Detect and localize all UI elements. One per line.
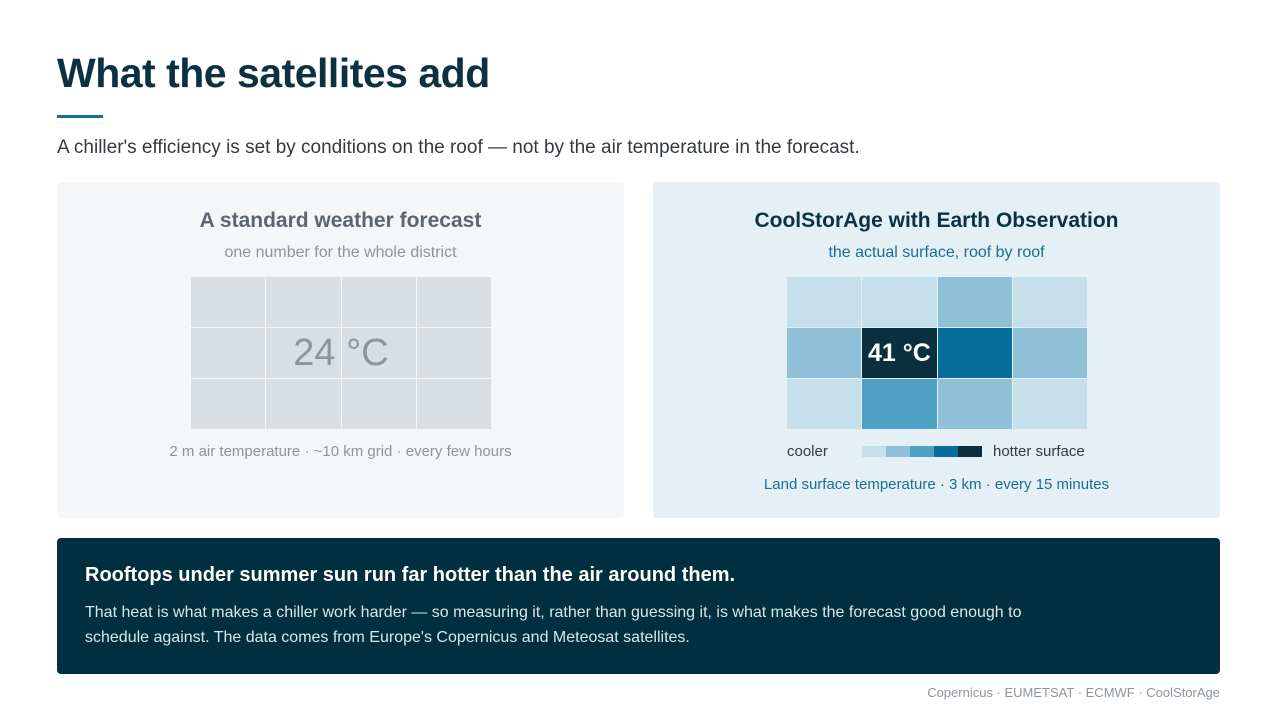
legend-swatch [934,446,958,457]
grid-cell [937,328,1012,378]
grid-cell [266,277,341,327]
grid-cell [341,328,416,378]
grid-cell [1012,379,1087,429]
grid-cell [266,328,341,378]
heat-grid: 41 °C [787,277,1087,429]
grid-cell [862,379,937,429]
panel-title: CoolStorAge with Earth Observation [754,209,1119,232]
legend: cooler hotter surface [787,443,1087,463]
legend-swatch [886,446,910,457]
panel-title: A standard weather forecast [199,209,482,232]
grid-cell [416,379,491,429]
subtitle: A chiller's efficiency is set by conditi… [57,137,860,158]
grid-cell [191,379,266,429]
grid-cell [937,379,1012,429]
grid-cell [937,277,1012,327]
legend-swatch [958,446,982,457]
legend-high: hotter surface [993,443,1085,460]
panel-caption: 2 m air temperature · ~10 km grid · ever… [169,443,512,460]
grid-cell [416,277,491,327]
legend-low: cooler [787,443,828,460]
earth-observation-panel: CoolStorAge with Earth Observation the a… [653,182,1220,518]
hot-cell: 41 °C [862,328,937,378]
grid-cell [416,328,491,378]
panel-subtitle: the actual surface, roof by roof [828,244,1045,261]
grid-cell [787,277,862,327]
callout-body: That heat is what makes a chiller work h… [85,604,1022,646]
callout: Rooftops under summer sun run far hotter… [57,538,1220,674]
uniform-grid [191,277,491,429]
grid-cell [787,328,862,378]
panel-caption: Land surface temperature · 3 km · every … [763,476,1110,493]
grid-cell [862,277,937,327]
grid-cell [1012,277,1087,327]
legend-swatch [862,446,886,457]
grid-cell [1012,328,1087,378]
grid-cell [341,277,416,327]
panel-subtitle: one number for the whole district [224,244,457,261]
source-note: Copernicus · EUMETSAT · ECMWF · CoolStor… [927,685,1220,700]
legend-swatch [910,446,934,457]
grid-cell [787,379,862,429]
title-rule [57,115,103,118]
grid-cell [341,379,416,429]
grid-cell [191,277,266,327]
callout-title: Rooftops under summer sun run far hotter… [85,564,736,586]
grid-cell [191,328,266,378]
forecast-panel: A standard weather forecast one number f… [57,182,624,518]
grid-cell [266,379,341,429]
title: What the satellites add [57,50,490,96]
legend-scale [862,446,982,457]
